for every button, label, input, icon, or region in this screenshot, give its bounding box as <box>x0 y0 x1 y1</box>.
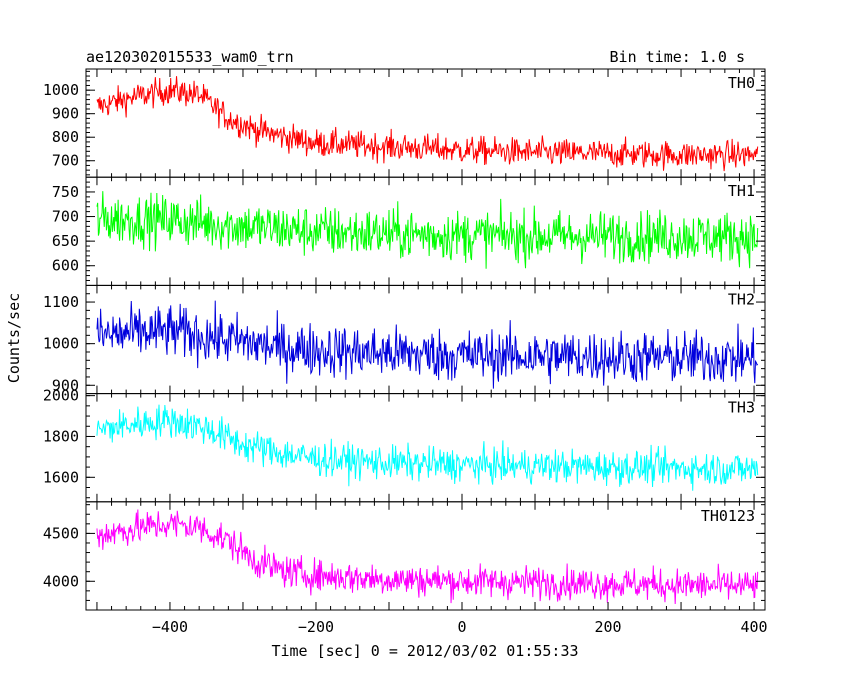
panel-label-th3: TH3 <box>728 399 755 417</box>
chart-title: ae120302015533_wam0_trn <box>86 48 294 66</box>
x-tick-label: −400 <box>152 618 188 636</box>
y-tick-label: 2000 <box>43 387 79 405</box>
panel-label-th0: TH0 <box>728 74 755 92</box>
y-tick-label: 700 <box>52 208 79 226</box>
y-tick-label: 4500 <box>43 524 79 542</box>
panel-th1: 600 650 700 750 TH1 <box>52 176 766 286</box>
panel-label-th1: TH1 <box>728 182 755 200</box>
y-tick-label: 600 <box>52 257 79 275</box>
x-tick-label: 0 <box>457 618 466 636</box>
panel-label-th0123: TH0123 <box>701 507 755 525</box>
y-tick-label: 650 <box>52 232 79 250</box>
y-tick-label: 1800 <box>43 427 79 445</box>
y-tick-label: 1000 <box>43 81 79 99</box>
panel-th0123: 4000 4500 TH0123 <box>43 501 766 611</box>
y-tick-label: 800 <box>52 128 79 146</box>
x-axis-label: Time [sec] 0 = 2012/03/02 01:55:33 <box>271 642 578 660</box>
y-tick-label: 750 <box>52 183 79 201</box>
series-line-th3 <box>96 404 759 491</box>
y-tick-label: 900 <box>52 376 79 394</box>
series-line-th0123 <box>96 509 759 604</box>
panel-label-th2: TH2 <box>728 290 755 308</box>
y-tick-label: 900 <box>52 105 79 123</box>
x-tick-label: −200 <box>298 618 334 636</box>
panel-th2: 900 1000 1100 TH2 <box>43 284 766 394</box>
panels-group: 700 800 900 1000 TH0 600 650 700 750 TH1 900 1000 11… <box>43 68 768 636</box>
x-tick-label: 400 <box>741 618 768 636</box>
y-tick-label: 1000 <box>43 335 79 353</box>
series-line-th2 <box>96 300 759 389</box>
y-tick-label: 1100 <box>43 293 79 311</box>
series-line-th0 <box>96 76 759 172</box>
y-tick-label: 1600 <box>43 468 79 486</box>
y-tick-label: 700 <box>52 152 79 170</box>
bin-time-label: Bin time: 1.0 s <box>610 48 745 66</box>
panel-th3: 1600 1800 2000 TH3 <box>43 387 766 503</box>
y-tick-label: 4000 <box>43 572 79 590</box>
y-axis-label: Counts/sec <box>5 293 23 383</box>
panel-frame <box>85 501 766 611</box>
x-tick-label: 200 <box>594 618 621 636</box>
series-line-th1 <box>96 191 759 269</box>
